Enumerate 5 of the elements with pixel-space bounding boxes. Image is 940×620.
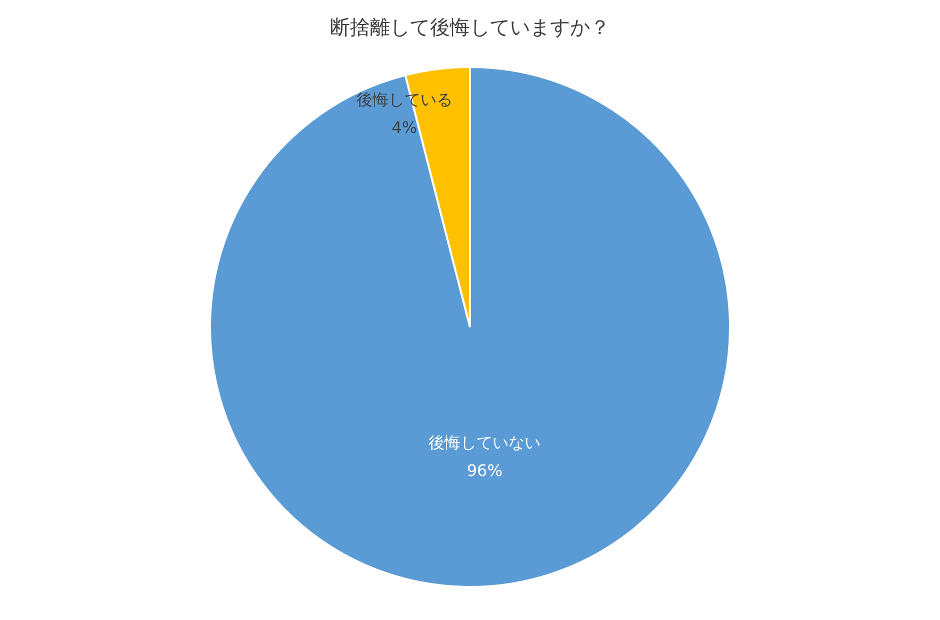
chart-title: 断捨離して後悔していますか？ (330, 15, 610, 39)
data-label: 4% (392, 118, 418, 137)
data-label: 96% (466, 461, 502, 480)
slice-label: 後悔していない (428, 433, 541, 452)
slice-label: 後悔している (356, 90, 452, 109)
